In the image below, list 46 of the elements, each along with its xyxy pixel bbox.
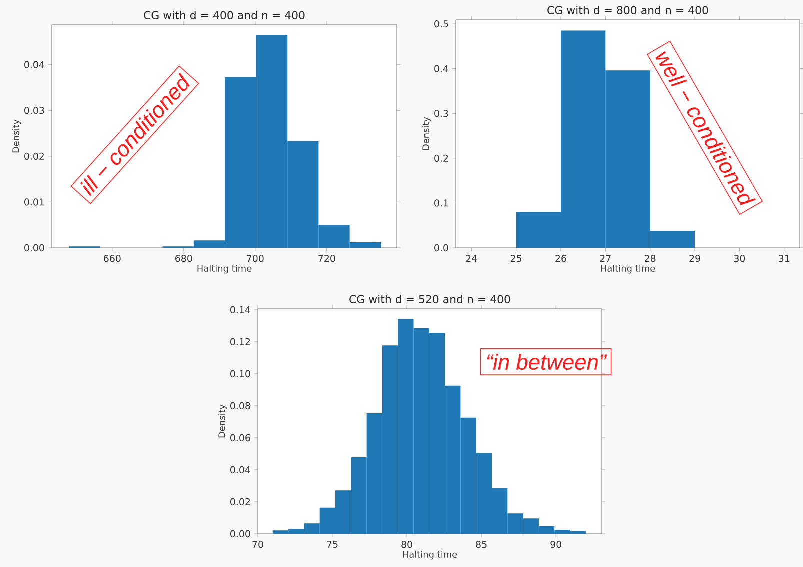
y-tick-label: 0.2: [434, 154, 448, 162]
annotation: “in between”: [487, 354, 608, 370]
x-axis-title: Halting time: [403, 551, 458, 560]
x-axis-title: Halting time: [198, 265, 252, 274]
y-tick-label: 0.12: [230, 338, 250, 346]
x-tick-label: 25: [510, 255, 522, 262]
x-tick-label: 680: [176, 255, 192, 262]
x-tick-label: 85: [476, 541, 487, 548]
y-tick-label: 0.5: [434, 20, 448, 28]
x-tick-label: 90: [550, 541, 562, 548]
y-tick-label: 0.04: [230, 466, 250, 474]
y-tick-label: 0.02: [24, 152, 44, 160]
y-axis-title: Density: [12, 120, 22, 153]
y-tick-label: 0.03: [24, 107, 44, 114]
x-tick-label: 660: [104, 255, 121, 262]
y-tick-label: 0.4: [434, 65, 448, 72]
y-tick-label: 0.08: [230, 402, 250, 410]
x-tick-label: 24: [466, 255, 478, 262]
chart-title: CG with d = 520 and n = 400: [350, 295, 510, 304]
x-tick-label: 30: [734, 255, 746, 262]
chart-title: CG with d = 800 and n = 400: [548, 6, 708, 15]
x-tick-label: 29: [690, 255, 700, 262]
x-tick-label: 700: [247, 255, 264, 262]
y-tick-label: 0.01: [24, 198, 44, 206]
y-tick-label: 0.1: [434, 200, 448, 207]
x-tick-label: 75: [327, 541, 338, 548]
y-axis-title: Density: [422, 117, 432, 150]
y-tick-label: 0.04: [24, 61, 44, 68]
chart-title: CG with d = 400 and n = 400: [144, 11, 305, 20]
x-tick-label: 70: [252, 541, 264, 548]
x-tick-label: 26: [556, 255, 566, 262]
x-tick-label: 80: [402, 541, 412, 548]
y-tick-label: 0.06: [230, 434, 250, 442]
y-tick-label: 0.00: [230, 530, 250, 538]
y-tick-label: 0.14: [230, 306, 250, 314]
y-tick-label: 0.00: [24, 244, 44, 252]
x-axis-title: Halting time: [601, 265, 656, 274]
y-tick-label: 0.02: [230, 498, 250, 506]
y-tick-label: 0.0: [434, 244, 448, 252]
y-tick-label: 0.3: [434, 110, 448, 118]
x-tick-label: 720: [318, 255, 336, 262]
y-tick-label: 0.10: [230, 370, 250, 378]
x-tick-label: 28: [645, 255, 656, 262]
x-tick-label: 31: [779, 255, 790, 262]
y-axis-title: Density: [218, 404, 228, 438]
x-tick-label: 27: [600, 255, 611, 262]
